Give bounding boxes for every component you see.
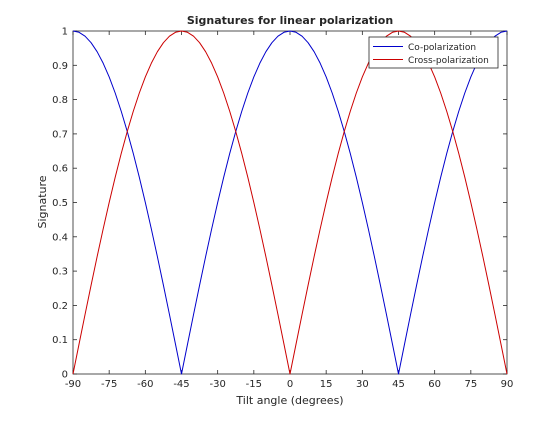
y-tick-label: 0.6 xyxy=(52,164,68,175)
series-line-cross-polarization xyxy=(72,30,508,375)
x-tick-label: 15 xyxy=(320,379,333,390)
x-tick-label: -60 xyxy=(137,379,153,390)
y-tick-label: 0.2 xyxy=(52,301,68,312)
legend: Co-polarization Cross-polarization xyxy=(368,36,499,69)
legend-box xyxy=(368,36,499,69)
x-tick-label: -90 xyxy=(65,379,81,390)
legend-label-co-polarization: Co-polarization xyxy=(408,43,476,53)
tick-labels: -90 -75 -60 -45 -30 -15 0 15 30 45 60 75 90 0 0.1 0.2 0.… xyxy=(52,27,513,391)
x-tick-label: 0 xyxy=(287,379,293,390)
y-tick-label: 0.9 xyxy=(52,61,68,72)
chart-title: Signatures for linear polarization xyxy=(187,14,393,27)
x-tick-label: 60 xyxy=(428,379,441,390)
x-tick-label: 90 xyxy=(501,379,514,390)
x-tick-label: -75 xyxy=(101,379,117,390)
y-tick-label: 0.8 xyxy=(52,95,68,106)
legend-label-cross-polarization: Cross-polarization xyxy=(408,56,489,66)
x-tick-label: 30 xyxy=(356,379,369,390)
x-axis-label: Tilt angle (degrees) xyxy=(235,394,343,407)
y-tick-label: 0.5 xyxy=(52,198,68,209)
y-tick-label: 0.7 xyxy=(52,129,68,140)
plot-area xyxy=(72,30,508,375)
x-tick-label: 75 xyxy=(464,379,477,390)
series-line-co-polarization xyxy=(72,30,508,375)
y-tick-label: 0.4 xyxy=(52,232,68,243)
y-tick-label: 0.1 xyxy=(52,335,68,346)
series-lines xyxy=(72,30,508,375)
y-tick-label: 0 xyxy=(62,370,68,381)
x-tick-label: 45 xyxy=(392,379,405,390)
y-axis-label: Signature xyxy=(36,175,49,228)
y-tick-label: 0.3 xyxy=(52,267,68,278)
y-tick-label: 1 xyxy=(62,27,68,38)
x-tick-label: -30 xyxy=(209,379,225,390)
x-tick-label: -45 xyxy=(173,379,189,390)
x-tick-label: -15 xyxy=(246,379,262,390)
